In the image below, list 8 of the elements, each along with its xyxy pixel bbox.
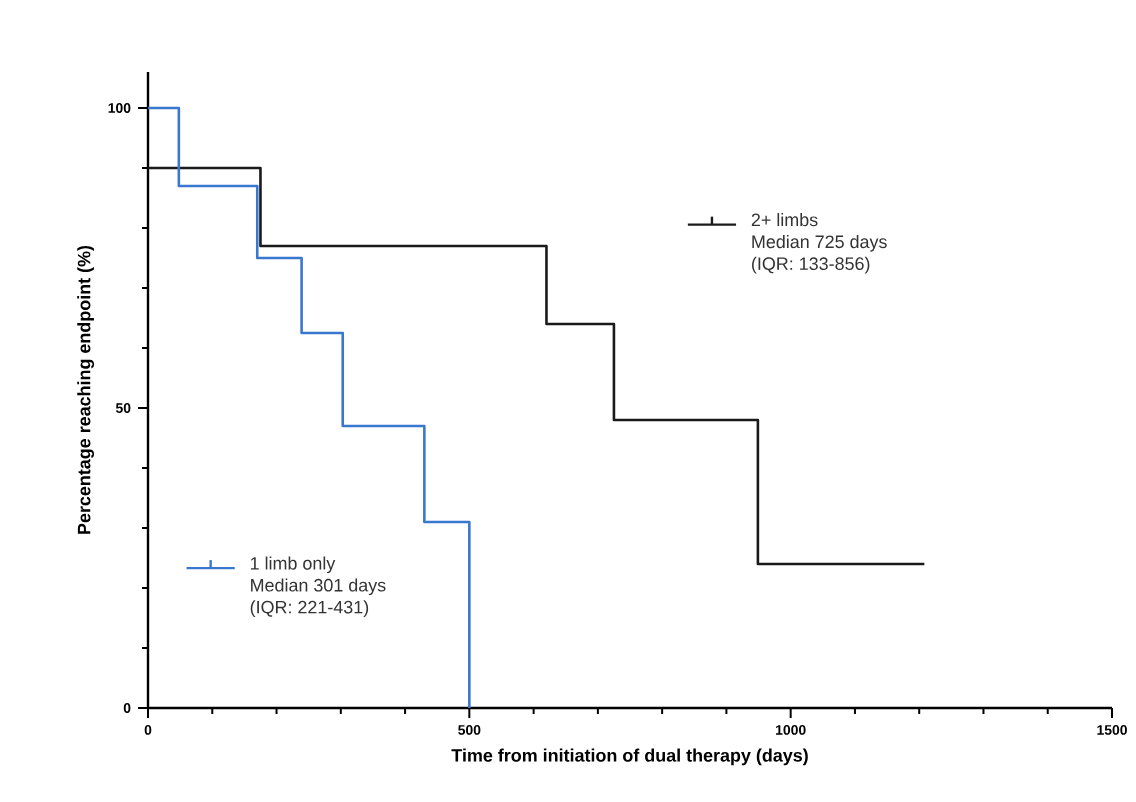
legend-label: 2+ limbs (751, 213, 818, 227)
x-axis-title: Time from initiation of dual therapy (days) (451, 748, 808, 766)
annotation: (IQR: 133-856) (752, 256, 870, 274)
annotation: Median 725 days (752, 234, 887, 252)
legend-label: 1 limb only (250, 556, 336, 574)
annotation: (IQR: 221-431) (250, 600, 369, 618)
y-axis-title: Percentage reaching endpoint (%) (77, 245, 95, 534)
annotation: Median 301 days (251, 578, 386, 596)
